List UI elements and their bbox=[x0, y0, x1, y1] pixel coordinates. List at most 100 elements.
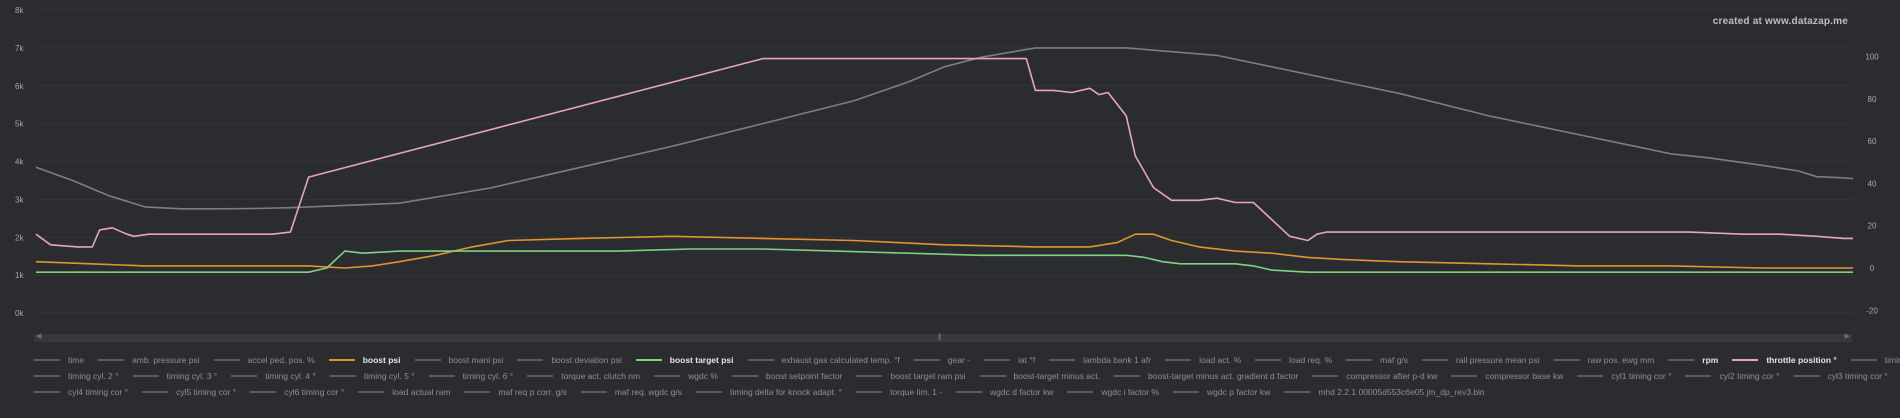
legend-item-label: wgdc % bbox=[688, 371, 718, 381]
scroll-right-arrow-icon[interactable]: ▶ bbox=[1844, 333, 1850, 340]
legend-item-label: wgdc i factor % bbox=[1101, 387, 1159, 397]
legend-item[interactable]: compressor base kw bbox=[1451, 371, 1563, 381]
legend-item[interactable]: wgdc i factor % bbox=[1067, 387, 1159, 397]
legend-item[interactable]: load actual ram bbox=[358, 387, 450, 397]
legend-item[interactable]: boost setpoint factor bbox=[731, 371, 842, 381]
legend-swatch-icon bbox=[527, 375, 554, 377]
legend-swatch-icon bbox=[747, 359, 774, 361]
legend-swatch-icon bbox=[213, 359, 240, 361]
legend-item[interactable]: timing cyl. 5 ° bbox=[329, 371, 415, 381]
legend-item-label: boost deviation psi bbox=[551, 355, 622, 365]
legend-item[interactable]: cyl1 timing cor ° bbox=[1577, 371, 1671, 381]
left-axis-tick-label: 8k bbox=[15, 6, 24, 15]
legend-item-label: iat °f bbox=[1017, 355, 1036, 365]
legend-item-label: gear - bbox=[947, 355, 970, 365]
scroll-left-arrow-icon[interactable]: ◀ bbox=[36, 333, 42, 340]
range-scrollbar[interactable]: ◀ ||| ▶ bbox=[34, 333, 1852, 342]
legend-item[interactable]: lambda bank 1 afr bbox=[1049, 355, 1151, 365]
legend-swatch-icon bbox=[428, 375, 455, 377]
legend-swatch-icon bbox=[414, 359, 441, 361]
legend-item[interactable]: cyl5 timing cor ° bbox=[142, 387, 236, 397]
legend-item[interactable]: boost psi bbox=[328, 355, 401, 365]
legend-swatch-icon bbox=[358, 391, 385, 393]
legend-item[interactable]: exhaust gas calculated temp. °f bbox=[747, 355, 900, 365]
series-lines bbox=[35, 47, 1854, 274]
legend-item[interactable]: wgdc p factor kw bbox=[1173, 387, 1270, 397]
right-axis-tick-label: 80 bbox=[1868, 95, 1877, 104]
legend-swatch-icon bbox=[1668, 359, 1695, 361]
legend-item-label: maf req p corr. g/s bbox=[498, 387, 567, 397]
legend-item[interactable]: time bbox=[34, 355, 84, 365]
legend-item[interactable]: boost-target minus act. gradient d facto… bbox=[1114, 371, 1298, 381]
legend-swatch-icon bbox=[250, 391, 277, 393]
legend-item-label: boost psi bbox=[362, 355, 401, 365]
legend-item-label: timing cyl. 6 ° bbox=[462, 371, 514, 381]
legend-item[interactable]: cyl4 timing cor ° bbox=[34, 387, 128, 397]
legend-item-label: boost mani psi bbox=[448, 355, 504, 365]
legend-item-label: cyl1 timing cor ° bbox=[1611, 371, 1672, 381]
legend-swatch-icon bbox=[142, 391, 169, 393]
legend-swatch-icon bbox=[580, 391, 607, 393]
legend-item-label: compressor base kw bbox=[1485, 371, 1564, 381]
legend-item[interactable]: cyl3 timing cor ° bbox=[1793, 371, 1888, 381]
legend-item[interactable]: load req. % bbox=[1255, 355, 1332, 365]
legend-item[interactable]: timing delta for knock adapt. ° bbox=[696, 387, 842, 397]
legend-swatch-icon bbox=[98, 359, 125, 361]
left-axis-tick-label: 1k bbox=[15, 271, 24, 280]
legend-item-label: wgdc d factor kw bbox=[990, 387, 1054, 397]
series-line-throttle-position bbox=[35, 57, 1853, 248]
legend-item[interactable]: accel ped. pos. % bbox=[213, 355, 315, 365]
legend-item[interactable]: torque lim. 1 - bbox=[856, 387, 942, 397]
legend-item[interactable]: wgdc d factor kw bbox=[956, 387, 1053, 397]
legend-item[interactable]: rpm bbox=[1668, 355, 1718, 365]
legend-row: cyl4 timing cor ° cyl5 timing cor ° cyl6 t… bbox=[34, 384, 1860, 400]
legend-item[interactable]: boost-target minus act. bbox=[979, 371, 1100, 381]
legend-item[interactable]: maf req p corr. g/s bbox=[464, 387, 567, 397]
legend-item[interactable]: timing cyl. 2 ° bbox=[34, 371, 119, 381]
legend-swatch-icon bbox=[856, 391, 883, 393]
legend-item[interactable]: boost mani psi bbox=[414, 355, 504, 365]
legend-item-label: maf g/s bbox=[1380, 355, 1409, 365]
legend-item[interactable]: wgdc % bbox=[654, 371, 718, 381]
legend-item-label: cyl5 timing cor ° bbox=[176, 387, 237, 397]
legend-item[interactable]: timing cyl. 1 bbox=[1850, 355, 1900, 365]
legend-item-label: raw pos. ewg mm bbox=[1587, 355, 1655, 365]
legend-item[interactable]: cyl6 timing cor ° bbox=[250, 387, 344, 397]
legend-item[interactable]: boost deviation psi bbox=[517, 355, 622, 365]
legend-item[interactable]: mhd 2.2.1 00005d553c6e05 jm_dp_rev3.bin bbox=[1284, 387, 1485, 397]
legend-item-label: boost-target minus act. gradient d facto… bbox=[1148, 371, 1299, 381]
legend-item[interactable]: timing cyl. 6 ° bbox=[428, 371, 514, 381]
legend-item[interactable]: gear - bbox=[913, 355, 970, 365]
legend-item-label: timing cyl. 3 ° bbox=[166, 371, 218, 381]
line-chart: 0k 1k 2k 3k 4k 5k 6k 7k 8k -20 0 20 40 60 80 100 bbox=[15, 6, 1879, 318]
legend-swatch-icon bbox=[329, 375, 356, 377]
legend-item[interactable]: timing cyl. 3 ° bbox=[132, 371, 218, 381]
legend-item[interactable]: amb. pressure psi bbox=[98, 355, 200, 365]
legend-item[interactable]: maf g/s bbox=[1346, 355, 1408, 365]
legend-item-label: timing cyl. 5 ° bbox=[363, 371, 415, 381]
legend-item-label: compressor after p-d kw bbox=[1346, 371, 1438, 381]
legend-item[interactable]: load act. % bbox=[1165, 355, 1241, 365]
right-axis-tick-label: 0 bbox=[1870, 264, 1875, 273]
legend-item[interactable]: maf req. wgdc g/s bbox=[580, 387, 682, 397]
scroll-grip-icon[interactable]: ||| bbox=[938, 334, 942, 341]
legend-item[interactable]: rail pressure mean psi bbox=[1422, 355, 1540, 365]
legend-item[interactable]: raw pos. ewg mm bbox=[1553, 355, 1655, 365]
legend-item[interactable]: boost target ram psi bbox=[856, 371, 966, 381]
legend-item[interactable]: timing cyl. 4 ° bbox=[231, 371, 316, 381]
legend-item[interactable]: iat °f bbox=[983, 355, 1036, 365]
legend-item-label: time bbox=[68, 355, 85, 365]
legend-item-label: maf req. wgdc g/s bbox=[614, 387, 682, 397]
series-line-boost-target-psi bbox=[36, 248, 1853, 274]
legend-item[interactable]: compressor after p-d kw bbox=[1312, 371, 1437, 381]
legend-item[interactable]: cyl2 timing cor ° bbox=[1685, 371, 1780, 381]
legend-item[interactable]: boost target psi bbox=[635, 355, 734, 365]
left-axis-tick-label: 0k bbox=[15, 309, 24, 318]
legend-item[interactable]: throttle position ° bbox=[1732, 355, 1837, 365]
gridlines bbox=[36, 9, 1853, 314]
legend-item[interactable]: torque act. clutch nm bbox=[527, 371, 640, 381]
legend-swatch-icon bbox=[1685, 375, 1712, 377]
legend-swatch-icon bbox=[635, 359, 662, 361]
legend-swatch-icon bbox=[654, 375, 681, 377]
